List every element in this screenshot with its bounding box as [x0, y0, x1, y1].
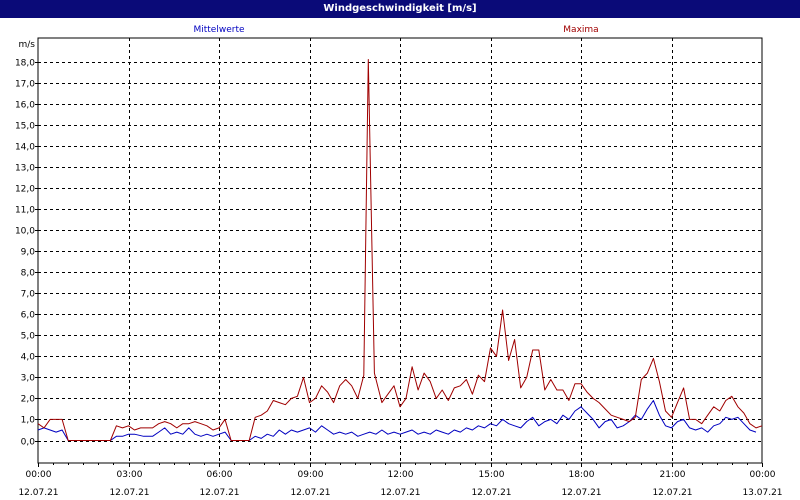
y-tick-label: 6,0	[21, 311, 36, 321]
y-tick-label: 15,0	[15, 122, 35, 132]
x-tick-time: 03:00	[117, 470, 143, 480]
chart-title: Windgeschwindigkeit [m/s]	[323, 3, 477, 14]
y-tick-label: 9,0	[21, 248, 36, 258]
x-tick-time: 12:00	[388, 470, 414, 480]
series-line-maxima	[37, 59, 763, 441]
y-tick-label: 11,0	[15, 206, 35, 216]
y-tick-label: 0,0	[21, 438, 36, 448]
legend-entry: Mittelwerte	[193, 25, 244, 35]
y-tick-label: 17,0	[15, 80, 35, 90]
y-tick-label: 2,0	[21, 395, 36, 405]
x-tick-time: 15:00	[479, 470, 505, 480]
x-tick-date: 13.07.21	[742, 488, 782, 498]
x-tick-date: 12.07.21	[18, 488, 58, 498]
x-tick-time: 00:00	[26, 470, 52, 480]
y-tick-label: 13,0	[15, 164, 35, 174]
x-tick-date: 12.07.21	[561, 488, 601, 498]
series-line-mittelwerte	[37, 400, 757, 441]
chart-title-bar: Windgeschwindigkeit [m/s]	[0, 0, 800, 18]
y-tick-label: 3,0	[21, 374, 36, 384]
y-tick-label: 5,0	[21, 332, 36, 342]
x-tick-time: 00:00	[750, 470, 776, 480]
x-tick-date: 12.07.21	[199, 488, 239, 498]
y-tick-label: 1,0	[21, 416, 36, 426]
y-tick-label: 16,0	[15, 101, 35, 111]
x-tick-date: 12.07.21	[109, 488, 149, 498]
y-tick-label: 4,0	[21, 353, 36, 363]
wind-speed-chart: 0,0 1,0 2,0 3,0 4,0 5,0 6,0 7,0 8,0 9,0 10,0 11,0 12…	[15, 25, 783, 498]
x-tick-date: 12.07.21	[290, 488, 330, 498]
y-tick-label: 12,0	[15, 185, 35, 195]
x-tick-time: 09:00	[298, 470, 324, 480]
y-tick-label: 14,0	[15, 143, 35, 153]
legend-entry: Maxima	[563, 25, 598, 35]
x-tick-date: 12.07.21	[471, 488, 511, 498]
y-tick-label: 10,0	[15, 227, 35, 237]
y-tick-label: 18,0	[15, 59, 35, 69]
x-tick-time: 06:00	[207, 470, 233, 480]
y-tick-label: 7,0	[21, 290, 36, 300]
y-tick-label: 8,0	[21, 269, 36, 279]
x-tick-time: 18:00	[569, 470, 595, 480]
y-axis-label: m/s	[19, 40, 36, 50]
x-tick-time: 21:00	[660, 470, 686, 480]
x-tick-date: 12.07.21	[380, 488, 420, 498]
x-tick-date: 12.07.21	[652, 488, 692, 498]
